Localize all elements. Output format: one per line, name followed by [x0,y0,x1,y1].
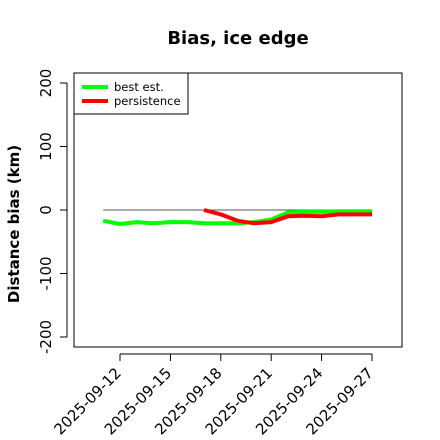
y-tick-label: 100 [37,132,55,161]
y-axis: -200 -100 0 100 200 [37,69,68,354]
y-tick-label: 200 [37,69,55,98]
series-line-best-est [102,209,372,226]
y-tick-label: -200 [37,320,55,354]
series-group [102,208,372,226]
y-tick-label: 0 [37,205,55,215]
series-line-persistence [203,208,372,226]
y-axis-label: Distance bias (km) [5,145,23,303]
legend-label: best est. [114,80,164,94]
plot-frame [73,72,403,348]
legend-label: persistence [114,94,181,108]
x-axis: 2025-09-122025-09-152025-09-182025-09-21… [50,353,377,438]
chart-title: Bias, ice edge [167,28,308,49]
y-tick-label: -100 [37,256,55,290]
legend: best est.persistence [73,72,189,115]
legend-box [73,72,189,115]
